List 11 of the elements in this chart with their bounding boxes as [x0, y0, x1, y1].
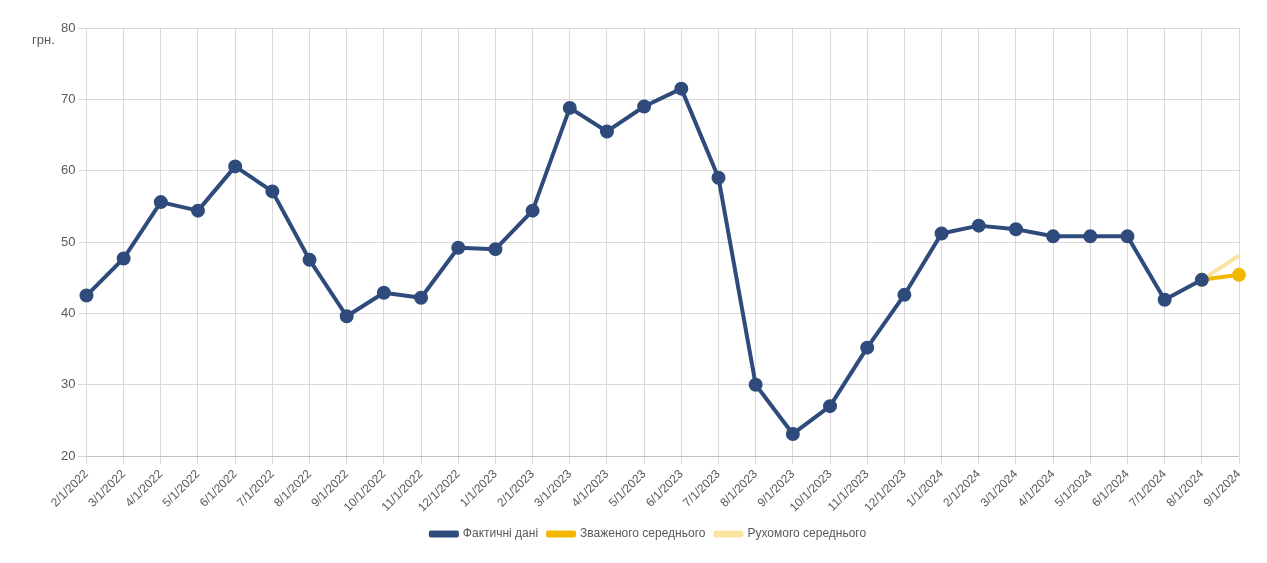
y-tick-label: 40	[60, 304, 76, 320]
y-axis-title: грн.	[32, 31, 55, 47]
y-tick-label: 70	[60, 90, 76, 106]
y-tick-label: 80	[60, 19, 76, 35]
legend-label: Фактичні дані	[462, 526, 539, 541]
legend-label: Рухомого середнього	[747, 526, 867, 541]
y-tick-label: 20	[60, 447, 76, 463]
y-tick-label: 30	[60, 376, 76, 392]
y-tick-label: 50	[60, 233, 76, 249]
y-tick-label: 60	[60, 162, 76, 178]
legend-label: Зваженого середнього	[580, 526, 706, 541]
